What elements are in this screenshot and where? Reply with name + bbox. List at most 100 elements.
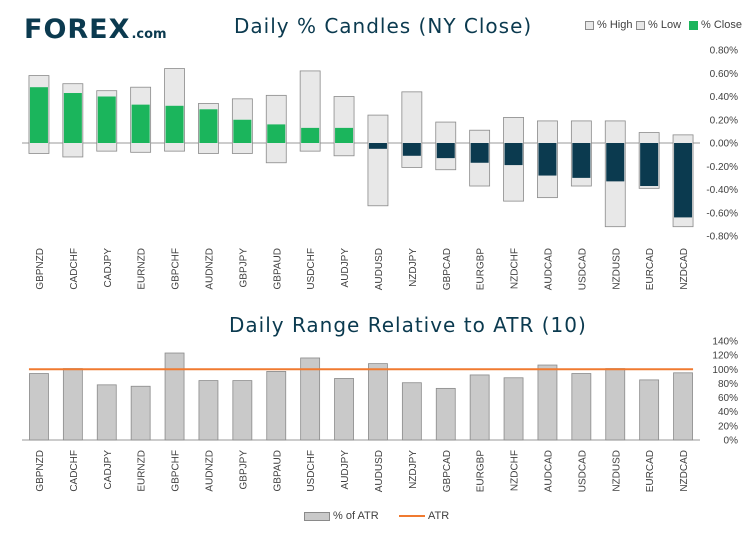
atr-bar-gbpjpy — [232, 380, 253, 441]
x-label-top-gbpcad: GBPCAD — [442, 248, 453, 290]
x-label-bottom-nzdusd: NZDUSD — [611, 450, 622, 492]
x-label-bottom-usdchf: USDCHF — [306, 450, 317, 492]
atr-bar-audcad — [537, 364, 558, 441]
legend-low-swatch — [636, 20, 645, 30]
x-label-bottom-gbpaud: GBPAUD — [272, 450, 283, 492]
close-bar-audusd — [368, 143, 387, 149]
x-label-bottom-nzdcad: NZDCAD — [679, 450, 690, 492]
y-tick-top-2: 0.40% — [710, 92, 738, 103]
close-bar-gbpcad — [436, 143, 455, 159]
close-bar-cadchf — [63, 93, 82, 143]
y-tick-bottom-6: 20% — [718, 421, 738, 432]
close-bar-cadjpy — [97, 96, 116, 143]
logo-wordmark: FOREX — [24, 14, 131, 45]
y-tick-top-1: 0.60% — [710, 69, 738, 80]
atr-bar-usdchf — [300, 357, 321, 441]
x-label-bottom-nzdjpy: NZDJPY — [408, 450, 419, 489]
y-tick-top-6: -0.40% — [706, 185, 738, 196]
close-bar-gbpjpy — [233, 119, 252, 143]
atr-bar-gbpcad — [435, 387, 456, 441]
x-label-top-gbpjpy: GBPJPY — [238, 248, 249, 288]
legend-low: % Low — [636, 19, 681, 31]
x-label-top-nzdchf: NZDCHF — [510, 248, 521, 289]
x-label-bottom-eurcad: EURCAD — [645, 450, 656, 492]
x-label-bottom-eurgbp: EURGBP — [476, 450, 487, 493]
logo-domain: .com — [131, 27, 167, 42]
range-bar-audusd — [367, 114, 389, 207]
y-tick-bottom-0: 140% — [712, 337, 738, 348]
x-label-top-audcad: AUDCAD — [543, 248, 554, 290]
x-label-bottom-nzdchf: NZDCHF — [510, 450, 521, 491]
atr-bar-gbpaud — [266, 371, 287, 441]
x-label-top-nzdcad: NZDCAD — [679, 248, 690, 290]
legend-close-label: % Close — [701, 19, 742, 31]
close-bar-audnzd — [199, 109, 218, 143]
x-label-top-usdchf: USDCHF — [306, 248, 317, 290]
close-bar-eurgbp — [470, 143, 489, 163]
close-bar-gbpnzd — [29, 87, 48, 143]
x-label-top-usdcad: USDCAD — [577, 248, 588, 290]
x-label-bottom-usdcad: USDCAD — [577, 450, 588, 492]
legend-atr-label: ATR — [428, 510, 450, 522]
atr-bar-cadchf — [62, 368, 83, 441]
y-tick-bottom-2: 100% — [712, 365, 738, 376]
close-bar-eurcad — [640, 143, 659, 187]
x-label-top-eurnzd: EURNZD — [137, 248, 148, 290]
atr-bar-eurgbp — [469, 374, 490, 441]
x-label-bottom-cadjpy: CADJPY — [103, 450, 114, 490]
x-label-bottom-audcad: AUDCAD — [543, 450, 554, 492]
y-tick-top-3: 0.20% — [710, 115, 738, 126]
legend-high-swatch — [585, 20, 594, 30]
atr-bar-nzdcad — [673, 372, 693, 441]
atr-bar-gbpnzd — [29, 373, 49, 441]
atr-bar-audnzd — [198, 380, 219, 441]
x-label-bottom-audnzd: AUDNZD — [204, 450, 215, 492]
x-label-bottom-gbpchf: GBPCHF — [171, 450, 182, 492]
close-bar-gbpchf — [165, 105, 184, 143]
x-label-top-nzdjpy: NZDJPY — [408, 248, 419, 287]
x-label-top-gbpnzd: GBPNZD — [35, 248, 46, 290]
candles-chart-title: Daily % Candles (NY Close) — [234, 14, 533, 38]
y-tick-top-8: -0.80% — [706, 232, 738, 243]
legend-close: % Close — [689, 19, 742, 31]
x-label-top-gbpchf: GBPCHF — [171, 248, 182, 290]
atr-bar-cadjpy — [96, 384, 117, 441]
x-label-top-audnzd: AUDNZD — [204, 248, 215, 290]
x-label-bottom-gbpcad: GBPCAD — [442, 450, 453, 492]
x-label-bottom-gbpnzd: GBPNZD — [35, 450, 46, 492]
legend-pct-atr: % of ATR — [304, 510, 379, 522]
x-label-top-cadchf: CADCHF — [69, 248, 80, 290]
x-label-bottom-audusd: AUDUSD — [374, 450, 385, 492]
range-bar-audjpy — [333, 96, 355, 157]
atr-bar-eurcad — [639, 379, 660, 441]
forex-logo: FOREX .com — [24, 14, 167, 45]
close-bar-nzdchf — [504, 143, 523, 166]
close-bar-nzdusd — [606, 143, 625, 182]
legend-pct-atr-label: % of ATR — [333, 510, 379, 522]
close-bar-audcad — [538, 143, 557, 176]
range-bar-nzdjpy — [401, 91, 423, 168]
y-tick-bottom-3: 80% — [718, 379, 738, 390]
close-bar-eurnzd — [131, 104, 150, 143]
x-label-top-cadjpy: CADJPY — [103, 248, 114, 288]
close-bar-nzdjpy — [402, 143, 421, 156]
x-label-top-audjpy: AUDJPY — [340, 248, 351, 288]
x-label-bottom-eurnzd: EURNZD — [137, 450, 148, 492]
close-bar-nzdcad — [674, 143, 693, 218]
x-label-top-eurgbp: EURGBP — [476, 248, 487, 291]
atr-bar-eurnzd — [130, 385, 151, 441]
atr-bar-usdcad — [571, 373, 592, 441]
x-label-bottom-gbpjpy: GBPJPY — [238, 450, 249, 490]
atr-bar-nzdusd — [605, 368, 626, 441]
y-tick-top-5: -0.20% — [706, 162, 738, 173]
y-tick-bottom-1: 120% — [712, 351, 738, 362]
x-label-top-eurcad: EURCAD — [645, 248, 656, 290]
legend-atr: ATR — [399, 510, 449, 522]
legend-close-swatch — [689, 20, 698, 30]
atr-bar-nzdjpy — [401, 382, 422, 441]
legend-atr-line — [399, 515, 425, 517]
y-tick-bottom-7: 0% — [724, 436, 739, 447]
x-label-top-audusd: AUDUSD — [374, 248, 385, 290]
